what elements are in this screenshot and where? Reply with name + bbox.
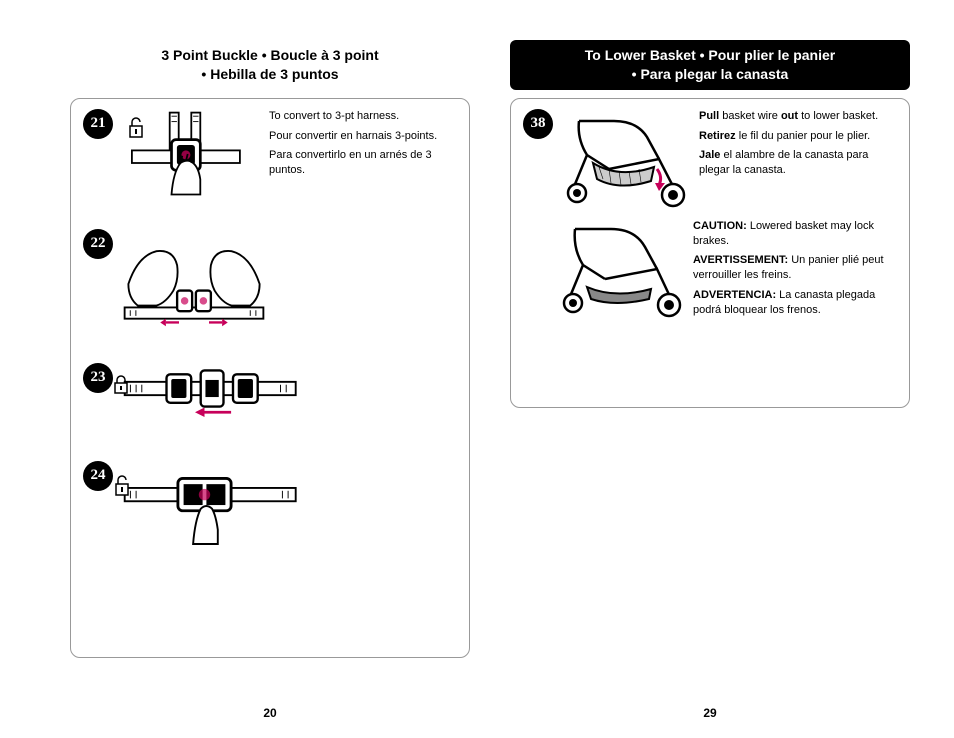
step38-text: Pull basket wire out to lower basket. Re… <box>699 109 897 183</box>
step-num-24: 24 <box>83 461 113 491</box>
page-num-left: 20 <box>70 706 470 720</box>
step-21-text: To convert to 3-pt harness. Pour convert… <box>269 109 457 183</box>
diagram-23 <box>119 363 309 433</box>
step-21: 21 <box>83 109 457 199</box>
step21-en: To convert to 3-pt harness. <box>269 109 457 124</box>
step-38: 38 <box>523 109 897 209</box>
step21-es: Para convertirlo en un arnés de 3 puntos… <box>269 148 457 178</box>
diagram-22 <box>119 229 269 339</box>
step-22: 22 <box>83 229 457 339</box>
step38-es: Jale el alambre de la canasta para plega… <box>699 148 897 178</box>
right-title-l1: To Lower Basket • Pour plier le panier <box>585 47 835 63</box>
step38-en: Pull basket wire out to lower basket. <box>699 109 897 124</box>
step38-fr: Retirez le fil du panier pour le plier. <box>699 129 897 144</box>
lock-icon-23 <box>113 375 303 445</box>
diagram-21 <box>119 109 269 199</box>
left-title-l1: 3 Point Buckle • Boucle à 3 point <box>161 47 378 63</box>
caution-text: CAUTION: Lowered basket may lock brakes.… <box>693 219 897 323</box>
caution-en: CAUTION: Lowered basket may lock brakes. <box>693 219 897 249</box>
left-title-l2: • Hebilla de 3 puntos <box>201 66 338 82</box>
left-column: 3 Point Buckle • Boucle à 3 point • Hebi… <box>70 40 470 658</box>
diagram-24 <box>119 461 309 551</box>
step-num-23: 23 <box>83 363 113 393</box>
step-23: 23 <box>83 363 457 433</box>
right-column: To Lower Basket • Pour plier le panier •… <box>510 40 910 408</box>
step21-fr: Pour convertir en harnais 3-points. <box>269 129 457 144</box>
unlock-icon <box>127 117 277 207</box>
step-24: 24 <box>83 461 457 551</box>
caution-fr: AVERTISSEMENT: Un panier plié peut verro… <box>693 253 897 283</box>
step-num-22: 22 <box>83 229 113 259</box>
caution-es: ADVERTENCIA: La canasta plegada podrá bl… <box>693 288 897 318</box>
step-num-38: 38 <box>523 109 553 139</box>
diagram-38b <box>553 219 693 319</box>
right-title-l2: • Para plegar la canasta <box>632 66 789 82</box>
page-num-right: 29 <box>510 706 910 720</box>
step-num-21: 21 <box>83 109 113 139</box>
left-box: 21 <box>70 98 470 658</box>
step-38b: CAUTION: Lowered basket may lock brakes.… <box>523 219 897 323</box>
diagram-38a <box>559 109 699 209</box>
right-box: 38 <box>510 98 910 408</box>
right-title: To Lower Basket • Pour plier le panier •… <box>510 40 910 90</box>
unlock-icon-24 <box>113 475 303 565</box>
left-title: 3 Point Buckle • Boucle à 3 point • Hebi… <box>70 40 470 90</box>
